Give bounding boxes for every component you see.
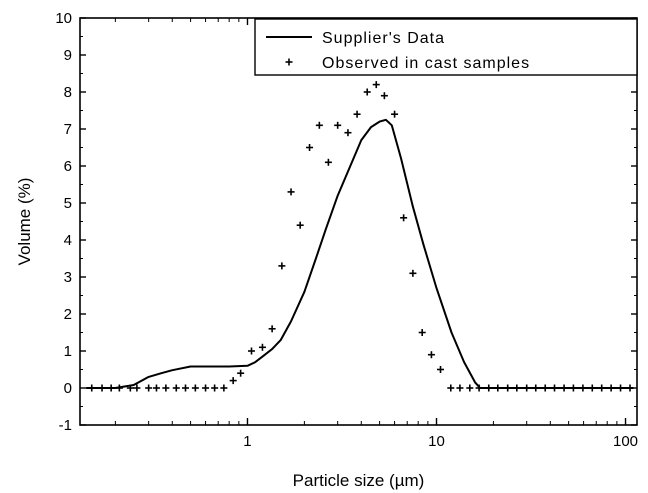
x-tick-label: 10: [428, 433, 445, 450]
data-point: [523, 384, 531, 392]
y-tick-label: 2: [64, 306, 72, 323]
plot-border: [79, 17, 638, 426]
y-tick-label: 10: [55, 10, 72, 27]
data-point: [202, 384, 210, 392]
y-tick-label: 7: [64, 121, 72, 138]
data-point: [485, 384, 493, 392]
data-point: [504, 384, 512, 392]
y-tick-label: 8: [64, 84, 72, 101]
data-point: [191, 384, 199, 392]
data-point: [626, 384, 634, 392]
data-point: [133, 384, 141, 392]
data-point: [278, 262, 286, 270]
legend-box: [254, 18, 638, 76]
data-point: [569, 384, 577, 392]
data-point: [145, 384, 153, 392]
data-point: [334, 121, 342, 129]
data-point: [560, 384, 568, 392]
data-point: [363, 88, 371, 96]
data-point: [287, 188, 295, 196]
legend-label: Supplier's Data: [322, 30, 445, 47]
data-point: [494, 384, 502, 392]
data-point: [513, 384, 521, 392]
legend-label: Observed in cast samples: [322, 55, 530, 72]
y-tick-label: 5: [64, 195, 72, 212]
x-tick-label: 100: [613, 433, 638, 450]
data-point: [296, 221, 304, 229]
data-point: [541, 384, 549, 392]
data-point: [182, 384, 190, 392]
y-tick-label: 9: [64, 47, 72, 64]
y-tick-label: 4: [64, 232, 72, 249]
legend-cross-swatch: [285, 58, 293, 66]
data-point: [391, 110, 399, 118]
data-point: [447, 384, 455, 392]
series-observed-in-cast-samples: [88, 81, 634, 392]
y-tick-label: 0: [64, 380, 72, 397]
data-point: [115, 384, 123, 392]
series-layer: [86, 81, 634, 392]
data-point: [344, 129, 352, 137]
data-point: [551, 384, 559, 392]
data-point: [532, 384, 540, 392]
data-point: [409, 269, 417, 277]
y-axis-title: Volume (%): [15, 178, 34, 266]
y-tick-label: 3: [64, 269, 72, 286]
data-point: [598, 384, 606, 392]
series-line: [86, 118, 634, 389]
data-point: [418, 329, 426, 336]
data-point: [88, 384, 96, 392]
data-point: [579, 384, 587, 392]
data-point: [172, 384, 180, 392]
x-axis-title: Particle size (µm): [293, 471, 425, 490]
y-tick-label: 6: [64, 158, 72, 175]
data-point: [220, 384, 228, 392]
data-point: [427, 351, 435, 359]
data-point: [456, 384, 464, 392]
data-point: [229, 377, 237, 385]
data-point: [237, 369, 245, 377]
data-point: [324, 158, 332, 166]
data-point: [353, 110, 361, 118]
data-point: [211, 384, 219, 392]
data-point: [268, 325, 276, 333]
data-point: [107, 384, 115, 392]
data-point: [466, 384, 474, 392]
data-point: [306, 144, 314, 151]
data-point: [372, 81, 380, 89]
data-point: [607, 384, 615, 392]
series-suppliers-data: [86, 118, 634, 389]
data-point: [258, 343, 266, 351]
plot-frame: [79, 17, 638, 426]
data-point: [152, 384, 160, 392]
data-point: [475, 384, 483, 392]
data-point: [162, 384, 170, 392]
x-tick-label: 1: [243, 433, 251, 450]
data-point: [437, 366, 445, 373]
data-point: [98, 384, 106, 392]
y-tick-label: -1: [59, 417, 72, 434]
y-axis: -1 0 1 2 3 4 5 6 7 8 9 10: [55, 10, 637, 434]
data-point: [315, 121, 323, 129]
data-point: [400, 214, 408, 222]
data-point: [380, 92, 388, 100]
legend: Supplier's Data Observed in cast samples: [254, 18, 638, 76]
data-point: [247, 347, 255, 355]
data-point: [126, 384, 134, 392]
data-point: [588, 384, 596, 392]
data-point: [617, 384, 625, 392]
y-tick-label: 1: [64, 343, 72, 360]
